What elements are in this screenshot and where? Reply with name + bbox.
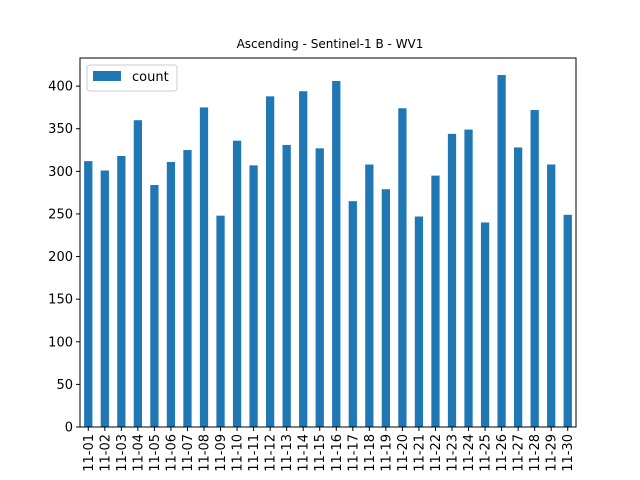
bar-11-27 [514,147,523,428]
y-tick-label: 100 [48,335,73,350]
x-tick-label: 11-02 [98,434,113,472]
x-tick-label: 11-20 [396,434,411,472]
y-tick-label: 350 [48,122,73,137]
bar-11-20 [398,108,407,427]
x-tick-label: 11-30 [561,434,576,472]
bar-11-12 [266,96,275,428]
x-tick-label: 11-03 [115,434,130,472]
bar-11-13 [282,144,291,428]
bar-11-18 [365,164,374,428]
bar-11-21 [414,216,424,427]
bar-11-10 [232,140,242,427]
x-tick-label: 11-05 [148,434,163,472]
bar-11-28 [530,109,539,428]
legend: count [86,64,178,92]
x-tick-label: 11-18 [363,434,378,472]
bars-group [84,75,572,428]
bar-11-29 [547,164,556,428]
x-tick-label: 11-13 [280,434,295,472]
y-tick-label: 50 [56,378,73,393]
bar-11-02 [100,170,109,427]
bar-11-23 [447,133,457,427]
bar-11-17 [348,201,357,427]
bar-11-25 [480,222,490,427]
x-tick-label: 11-17 [346,434,361,472]
x-tick-label: 11-01 [82,434,97,472]
plot-frame [79,57,577,428]
bar-11-08 [199,107,209,428]
x-tick-label: 11-06 [164,434,179,472]
x-tick-label: 11-27 [512,434,527,472]
x-tick-label: 11-07 [181,434,196,472]
x-axis: 11-01 11-02 11-03 11-04 11-05 11-06 11-07 11-08… [82,427,576,472]
bar-11-15 [315,148,324,427]
y-tick-label: 200 [48,250,73,265]
bar-11-30 [563,214,572,427]
x-tick-label: 11-09 [214,434,229,472]
x-tick-label: 11-25 [479,434,494,472]
x-tick-label: 11-04 [131,434,146,472]
y-tick-label: 150 [48,293,73,308]
x-tick-label: 11-15 [313,434,328,472]
bar-11-09 [216,215,225,427]
bar-11-26 [497,75,506,427]
y-tick-label: 250 [48,207,73,222]
x-tick-label: 11-19 [379,434,394,472]
x-tick-label: 11-24 [462,434,477,472]
bar-11-16 [332,81,341,427]
x-tick-label: 11-21 [412,434,427,472]
y-tick-label: 400 [48,80,73,95]
x-tick-label: 11-11 [247,434,262,472]
bar-11-19 [381,189,390,427]
chart-title: Ascending - Sentinel-1 B - WV1 [237,37,424,51]
x-tick-label: 11-23 [446,434,461,472]
x-tick-label: 11-16 [330,434,345,472]
bar-11-06 [166,161,176,428]
x-tick-label: 11-22 [429,434,444,472]
x-tick-label: 11-14 [297,434,312,472]
x-tick-label: 11-10 [231,434,246,472]
y-tick-label: 300 [48,165,73,180]
bar-11-03 [117,156,126,427]
bar-11-01 [84,161,93,427]
bar-11-14 [299,91,308,427]
bar-11-11 [249,165,258,427]
x-tick-label: 11-12 [264,434,279,472]
y-axis: 0 50 100 150 200 250 300 350 400 [48,80,80,436]
x-tick-label: 11-08 [198,434,213,472]
legend-label: count [132,70,169,85]
x-tick-label: 11-28 [528,434,543,472]
bar-11-24 [464,129,473,427]
legend-swatch [93,71,121,81]
bar-11-07 [183,150,192,427]
y-tick-label: 0 [65,421,73,436]
bar-11-04 [133,120,142,428]
bar-11-22 [431,175,440,427]
bar-11-05 [150,184,159,427]
x-tick-label: 11-29 [545,434,560,472]
x-tick-label: 11-26 [495,434,510,472]
